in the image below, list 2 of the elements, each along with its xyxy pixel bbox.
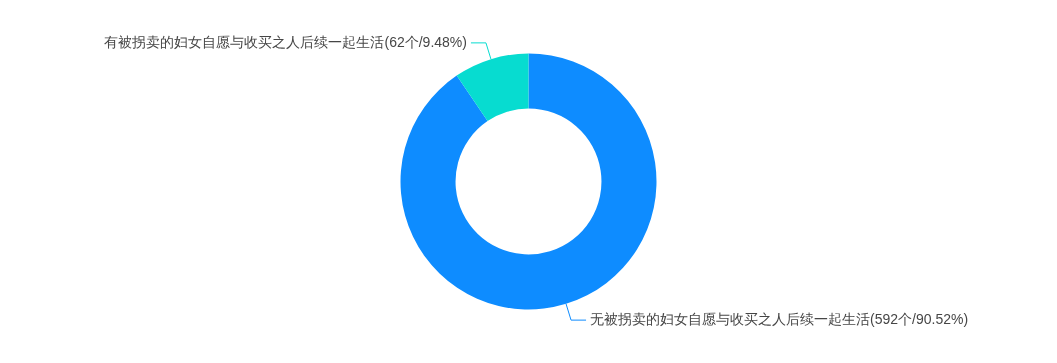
slice-label: 无被拐卖的妇女自愿与收买之人后续一起生活(592个/90.52%) [590, 310, 969, 327]
slice-label: 有被拐卖的妇女自愿与收买之人后续一起生活(62个/9.48%) [104, 33, 467, 50]
